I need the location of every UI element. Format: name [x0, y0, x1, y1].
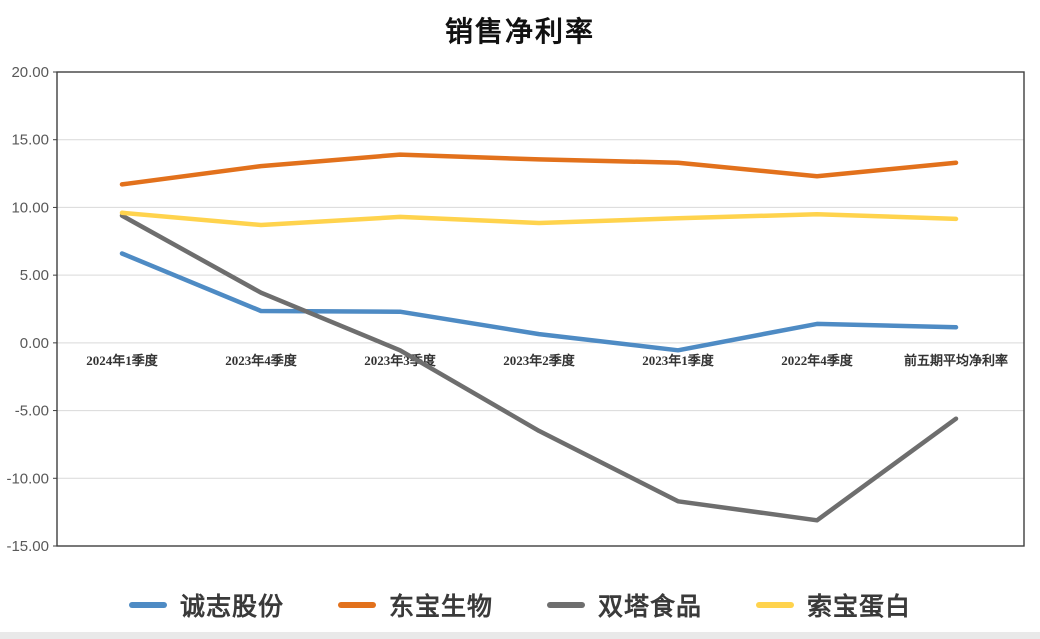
series-line-2: [119, 213, 959, 523]
legend-item-2: 双塔食品: [547, 587, 702, 623]
x-category-label: 2024年1季度: [86, 353, 159, 368]
y-tick-label: -10.00: [6, 470, 49, 487]
y-tick-label: 5.00: [20, 267, 49, 284]
x-category-label: 2023年2季度: [503, 353, 576, 368]
y-tick-label: 10.00: [11, 199, 49, 216]
legend-label: 诚志股份: [179, 594, 284, 621]
x-category-label: 前五期平均净利率: [904, 353, 1008, 368]
y-tick-label: 15.00: [11, 132, 49, 149]
y-tick-label: 0.00: [20, 335, 49, 352]
legend-label: 东宝生物: [388, 594, 493, 621]
x-category-label: 2023年3季度: [364, 353, 437, 368]
y-tick-label: -15.00: [6, 538, 49, 555]
plot-area: 20.00 15.00 10.00 5.00 0.00 -5.00 -10.00 -15.00…: [6, 64, 1025, 555]
x-category-label: 2023年1季度: [642, 353, 715, 368]
y-tick-label: 20.00: [11, 64, 49, 81]
footer-strip: [0, 632, 1040, 639]
x-category-label: 2023年4季度: [225, 353, 298, 368]
legend-label: 索宝蛋白: [807, 594, 912, 621]
legend-item-1: 东宝生物: [337, 587, 493, 623]
x-category-label: 2022年4季度: [781, 353, 854, 368]
plot-border: [56, 71, 1025, 547]
legend-label: 双塔食品: [598, 594, 703, 621]
legend-item-3: 索宝蛋白: [756, 587, 911, 623]
legend-swatch-icon: [337, 602, 376, 608]
legend-swatch-icon: [128, 602, 167, 608]
legend-swatch-icon: [547, 602, 585, 608]
series-line-3: [119, 210, 959, 228]
legend-item-0: 诚志股份: [128, 587, 284, 623]
series-line-1: [119, 152, 959, 187]
chart-title: 销售净利率: [444, 17, 595, 48]
series-line-0: [119, 251, 959, 353]
y-tick-label: -5.00: [15, 403, 49, 420]
legend: 诚志股份 东宝生物 双塔食品 索宝蛋白: [0, 583, 1040, 627]
legend-swatch-icon: [756, 602, 795, 608]
